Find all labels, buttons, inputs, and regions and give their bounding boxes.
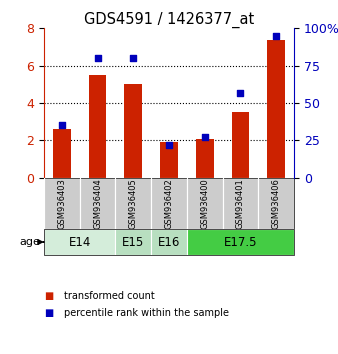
Text: transformed count: transformed count (64, 291, 155, 301)
Bar (151, 178, 187, 229)
Bar (232, 113, 249, 178)
Bar (151, 229, 187, 255)
Text: GSM936401: GSM936401 (236, 178, 245, 229)
Text: age: age (20, 237, 40, 247)
Text: E14: E14 (69, 235, 91, 249)
Text: GSM936404: GSM936404 (93, 178, 102, 229)
Point (273, 33, 279, 39)
Text: E15: E15 (122, 235, 144, 249)
Bar (53, 129, 71, 178)
Text: GSM936400: GSM936400 (200, 178, 209, 229)
Point (238, 90, 243, 96)
Bar (115, 178, 151, 229)
Bar (223, 178, 258, 229)
Bar (115, 229, 151, 255)
Point (166, 142, 172, 148)
Bar (187, 229, 294, 255)
Text: GSM936402: GSM936402 (165, 178, 173, 229)
Text: E16: E16 (158, 235, 180, 249)
Bar (160, 142, 178, 178)
Point (202, 135, 208, 140)
Text: ■: ■ (44, 291, 53, 301)
Bar (196, 138, 214, 178)
Bar (44, 178, 80, 229)
Title: GDS4591 / 1426377_at: GDS4591 / 1426377_at (84, 12, 254, 28)
Text: percentile rank within the sample: percentile rank within the sample (64, 308, 229, 318)
Text: GSM936403: GSM936403 (57, 178, 66, 229)
Bar (80, 178, 115, 229)
Text: GSM936405: GSM936405 (129, 178, 138, 229)
Bar (258, 178, 294, 229)
Text: ■: ■ (44, 308, 53, 318)
Point (59, 122, 65, 128)
Bar (124, 84, 142, 178)
Point (130, 55, 136, 61)
Text: GSM936406: GSM936406 (272, 178, 281, 229)
Bar (267, 40, 285, 178)
Bar (187, 178, 223, 229)
Bar (44, 229, 115, 255)
Text: E17.5: E17.5 (224, 235, 257, 249)
Point (95, 55, 100, 61)
Bar (89, 75, 106, 178)
